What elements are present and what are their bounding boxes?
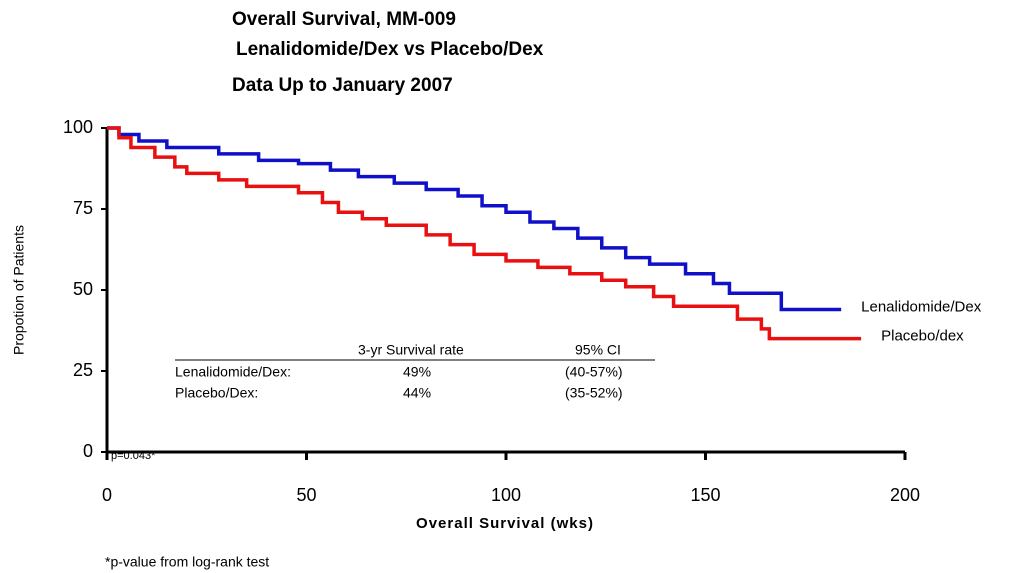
y-tick-label: 100 xyxy=(63,117,93,137)
table-header: 3-yr Survival rate xyxy=(358,342,464,358)
table-header: 95% CI xyxy=(575,342,621,358)
table-cell: Lenalidomide/Dex: xyxy=(175,364,291,380)
x-tick-label: 50 xyxy=(296,485,316,505)
series-label: Lenalidomide/Dex xyxy=(861,298,982,315)
x-tick-label: 100 xyxy=(491,485,521,505)
footnote: *p-value from log-rank test xyxy=(105,554,269,570)
y-tick-label: 50 xyxy=(73,279,93,299)
chart-title: Overall Survival, MM-009 xyxy=(232,9,456,30)
table-cell: (35-52%) xyxy=(565,385,623,401)
y-tick-label: 0 xyxy=(83,441,93,461)
chart-subtitle: Lenalidomide/Dex vs Placebo/Dex xyxy=(236,39,544,60)
table-cell: 44% xyxy=(403,385,431,401)
table-cell: Placebo/Dex: xyxy=(175,385,258,401)
x-axis-label: Overall Survival (wks) xyxy=(416,515,594,532)
y-tick-label: 75 xyxy=(73,198,93,218)
survival-curve xyxy=(107,126,862,341)
table-cell: (40-57%) xyxy=(565,364,623,380)
x-tick-label: 150 xyxy=(690,485,720,505)
survival-curve xyxy=(107,126,842,312)
x-tick-label: 200 xyxy=(890,485,920,505)
x-tick-label: 0 xyxy=(102,485,112,505)
table-cell: 49% xyxy=(403,364,431,380)
chart-subtitle: Data Up to January 2007 xyxy=(232,75,453,96)
y-tick-label: 25 xyxy=(73,360,93,380)
series-label: Placebo/dex xyxy=(881,328,964,345)
y-axis-label: Propotion of Patients xyxy=(11,225,27,355)
